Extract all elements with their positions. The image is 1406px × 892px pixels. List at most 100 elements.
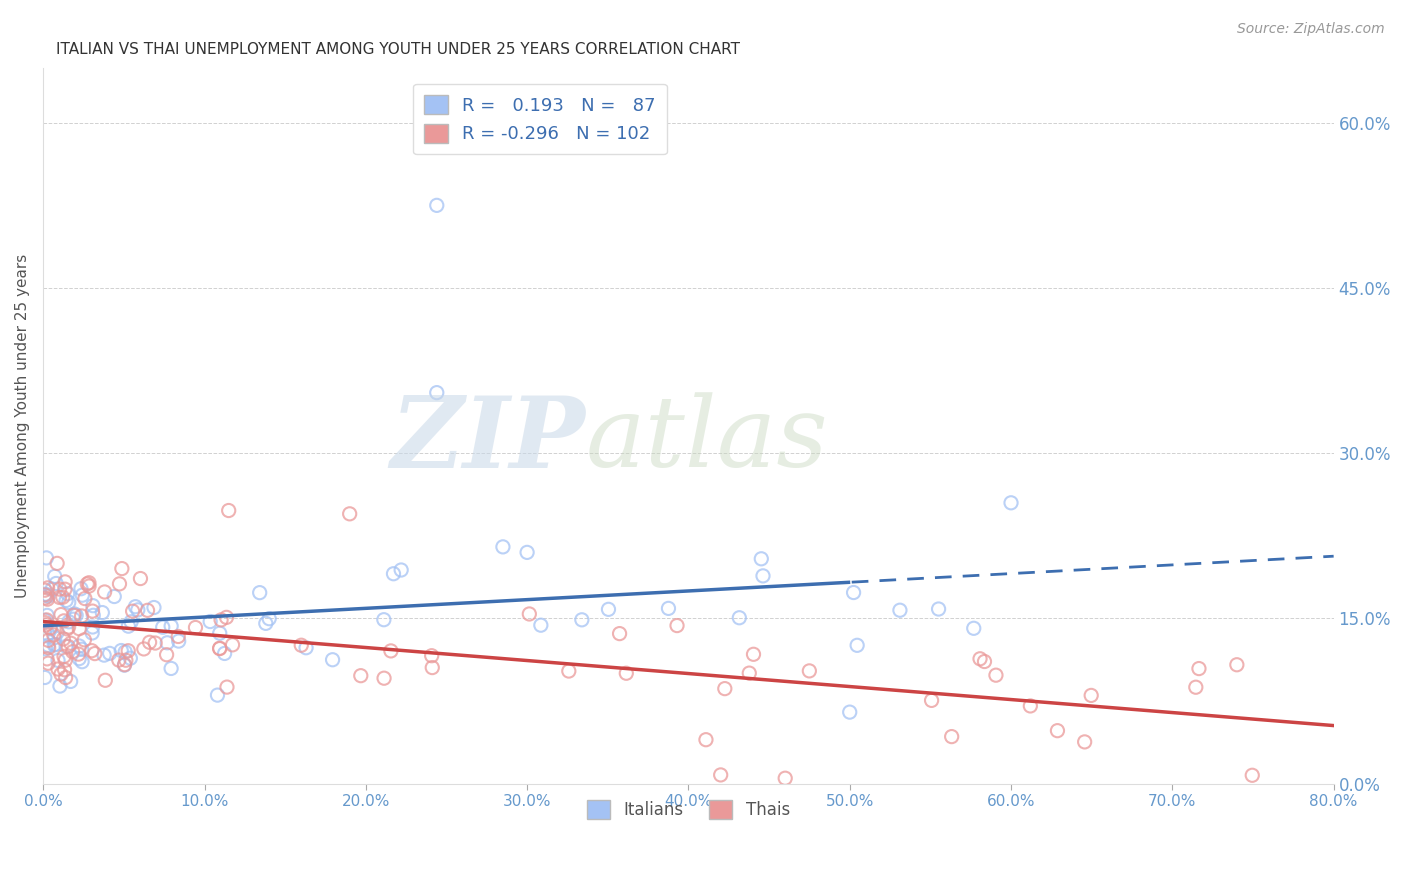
Point bbox=[322, 653, 344, 667]
Point bbox=[889, 603, 911, 617]
Point bbox=[48, 591, 70, 605]
Point bbox=[120, 615, 142, 629]
Point bbox=[39, 622, 62, 636]
Point bbox=[98, 646, 121, 660]
Point bbox=[167, 634, 190, 648]
Point bbox=[156, 636, 179, 650]
Point bbox=[37, 592, 59, 607]
Point bbox=[598, 602, 620, 616]
Point bbox=[728, 611, 751, 625]
Point bbox=[82, 626, 104, 640]
Point bbox=[208, 641, 231, 656]
Point bbox=[114, 645, 136, 659]
Text: ITALIAN VS THAI UNEMPLOYMENT AMONG YOUTH UNDER 25 YEARS CORRELATION CHART: ITALIAN VS THAI UNEMPLOYMENT AMONG YOUTH… bbox=[56, 42, 740, 57]
Point bbox=[52, 632, 75, 646]
Point bbox=[108, 653, 131, 667]
Point bbox=[37, 588, 59, 602]
Point bbox=[49, 607, 72, 622]
Point bbox=[77, 575, 100, 590]
Point bbox=[34, 613, 56, 627]
Point bbox=[742, 648, 765, 662]
Point bbox=[184, 620, 207, 634]
Point bbox=[37, 589, 59, 603]
Y-axis label: Unemployment Among Youth under 25 years: Unemployment Among Youth under 25 years bbox=[15, 253, 30, 598]
Point bbox=[48, 582, 70, 596]
Point bbox=[37, 633, 59, 648]
Point bbox=[614, 666, 637, 681]
Point bbox=[492, 540, 515, 554]
Point bbox=[373, 671, 395, 685]
Point bbox=[70, 609, 93, 624]
Point bbox=[62, 612, 84, 626]
Point bbox=[254, 616, 277, 631]
Text: atlas: atlas bbox=[585, 392, 828, 488]
Point bbox=[842, 585, 865, 599]
Point bbox=[82, 620, 104, 634]
Point bbox=[67, 622, 90, 636]
Point bbox=[160, 661, 183, 675]
Point bbox=[82, 599, 104, 613]
Point bbox=[530, 618, 553, 632]
Point bbox=[59, 636, 82, 650]
Point bbox=[63, 607, 86, 621]
Point bbox=[67, 647, 90, 661]
Point bbox=[426, 198, 449, 212]
Point bbox=[295, 640, 318, 655]
Point bbox=[34, 587, 56, 601]
Point bbox=[44, 569, 66, 583]
Point bbox=[56, 622, 79, 636]
Point bbox=[799, 664, 821, 678]
Point bbox=[44, 638, 66, 652]
Point bbox=[290, 638, 312, 652]
Point bbox=[426, 385, 449, 400]
Point bbox=[420, 660, 443, 674]
Point bbox=[44, 631, 66, 645]
Point bbox=[34, 615, 56, 630]
Point bbox=[117, 619, 139, 633]
Point bbox=[571, 613, 593, 627]
Point bbox=[609, 626, 631, 640]
Point bbox=[34, 583, 56, 598]
Point bbox=[80, 643, 103, 657]
Point bbox=[127, 603, 149, 617]
Point bbox=[52, 591, 75, 605]
Point bbox=[35, 617, 58, 632]
Point bbox=[160, 619, 183, 633]
Point bbox=[34, 671, 56, 685]
Point bbox=[58, 595, 80, 609]
Point bbox=[249, 585, 271, 599]
Point bbox=[67, 651, 90, 665]
Point bbox=[120, 651, 142, 665]
Point bbox=[773, 771, 796, 785]
Point bbox=[155, 648, 177, 662]
Point bbox=[77, 579, 100, 593]
Point bbox=[941, 730, 963, 744]
Point bbox=[46, 653, 69, 667]
Point bbox=[115, 653, 138, 667]
Point bbox=[1188, 662, 1211, 676]
Point bbox=[73, 591, 96, 606]
Point bbox=[38, 640, 60, 655]
Point bbox=[208, 626, 231, 640]
Point bbox=[34, 641, 56, 656]
Point bbox=[37, 657, 59, 671]
Point bbox=[963, 621, 986, 635]
Point bbox=[1241, 768, 1264, 782]
Point bbox=[56, 640, 79, 654]
Point bbox=[34, 591, 56, 605]
Point bbox=[152, 620, 174, 634]
Point bbox=[42, 628, 65, 642]
Point bbox=[389, 563, 412, 577]
Point bbox=[58, 620, 80, 634]
Point bbox=[37, 608, 59, 623]
Point bbox=[749, 551, 772, 566]
Point bbox=[117, 644, 139, 658]
Point bbox=[112, 658, 135, 673]
Point bbox=[339, 507, 361, 521]
Point bbox=[114, 657, 136, 672]
Point bbox=[984, 668, 1007, 682]
Text: ZIP: ZIP bbox=[391, 392, 585, 488]
Point bbox=[46, 625, 69, 640]
Point bbox=[35, 550, 58, 565]
Point bbox=[517, 607, 540, 621]
